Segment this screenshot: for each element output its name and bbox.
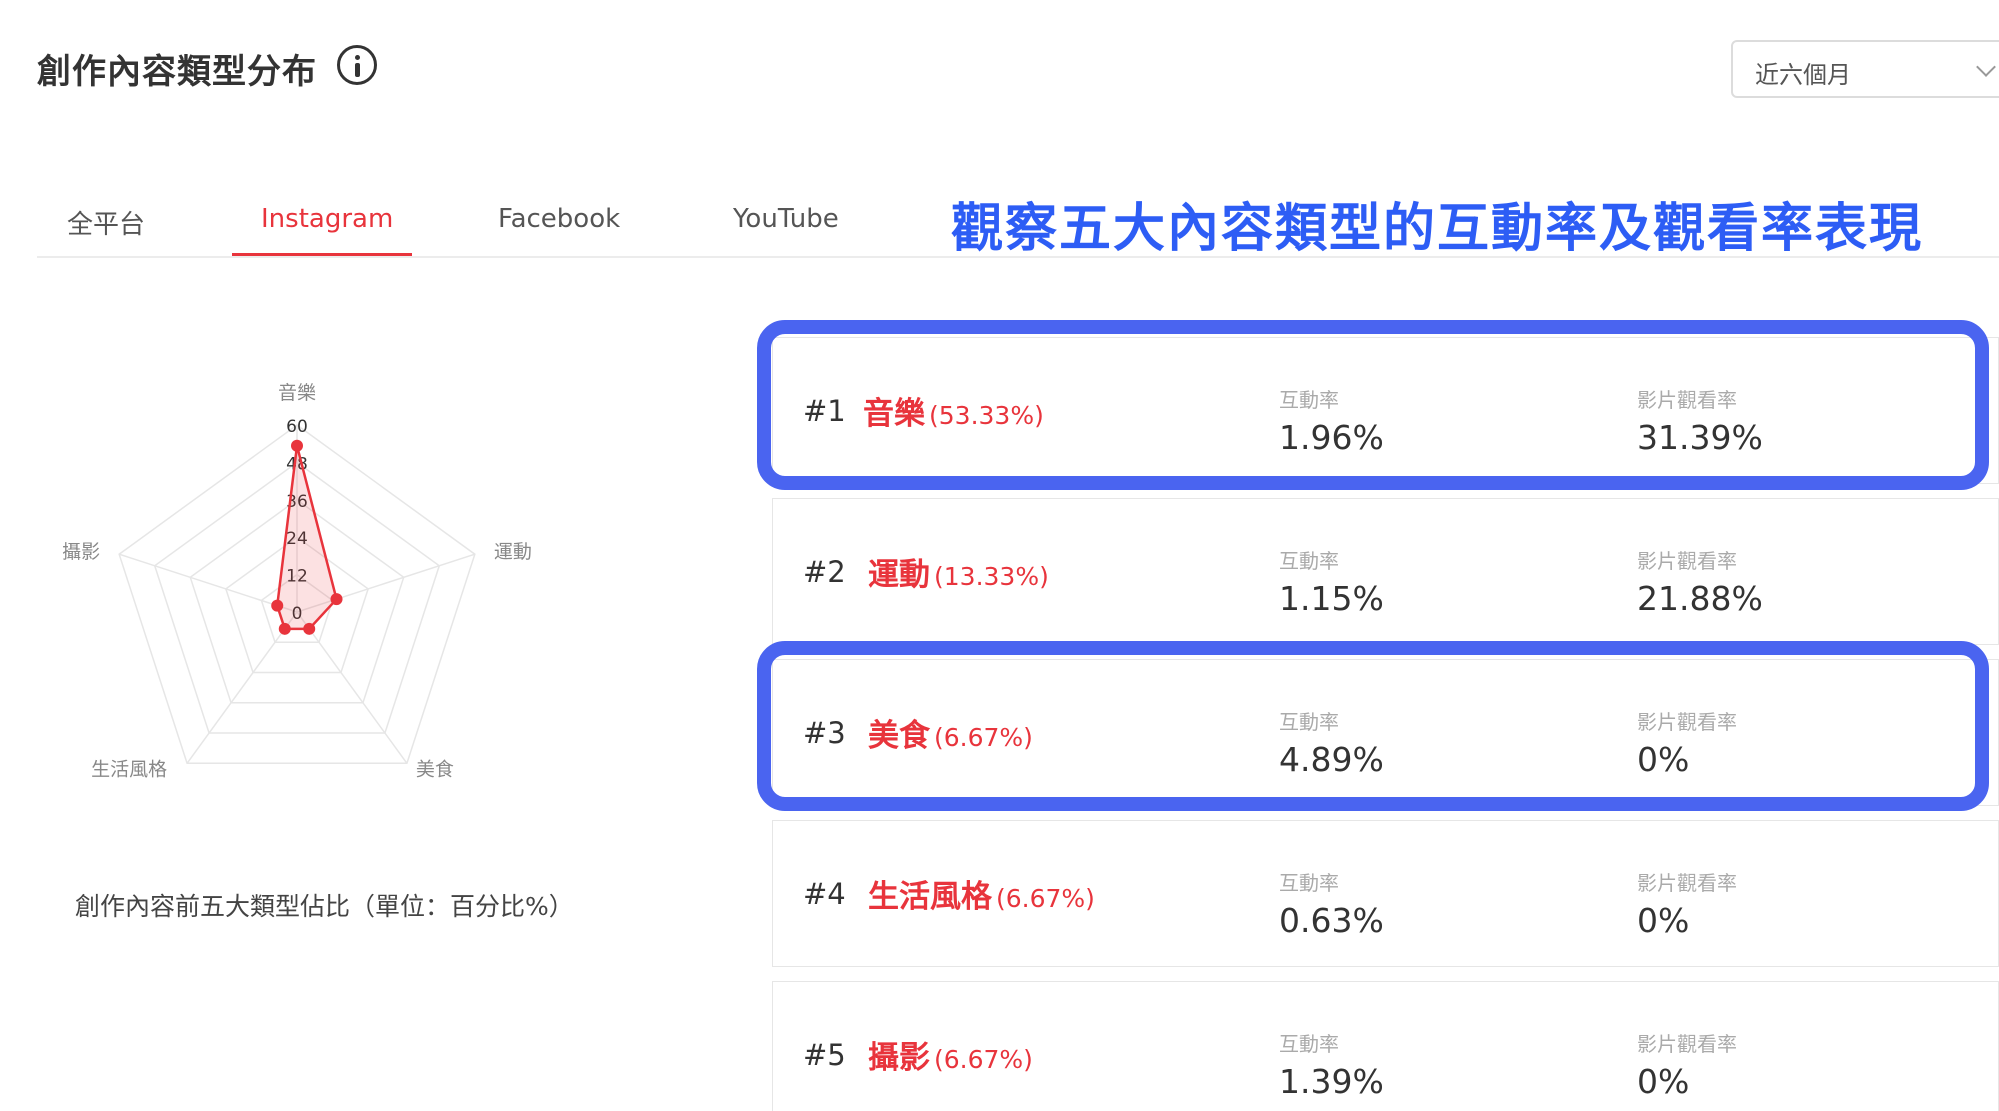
category-name: 攝影 (6.67%) bbox=[868, 1032, 1033, 1077]
category-name: 生活風格 (6.67%) bbox=[868, 871, 1095, 916]
view-rate-value: 0% bbox=[1637, 901, 1690, 940]
category-card: #3 美食 (6.67%) 互動率 4.89% 影片觀看率 0% bbox=[772, 659, 1999, 806]
category-label: 音樂 bbox=[863, 396, 925, 432]
category-rank: #1 bbox=[803, 394, 846, 428]
view-rate-label: 影片觀看率 bbox=[1637, 549, 1737, 573]
category-card: #4 生活風格 (6.67%) 互動率 0.63% 影片觀看率 0% bbox=[772, 820, 1999, 967]
radar-spoke bbox=[296, 553, 476, 613]
category-share: (6.67%) bbox=[934, 1045, 1033, 1074]
tabs-divider bbox=[37, 256, 1999, 258]
highlight-box-music bbox=[757, 320, 1989, 490]
chevron-down-icon bbox=[1976, 57, 1996, 77]
radar-series-area bbox=[275, 445, 338, 631]
radar-axis-label: 攝影 bbox=[62, 541, 100, 563]
tab-instagram[interactable]: Instagram bbox=[261, 204, 394, 234]
category-name: 美食 (6.67%) bbox=[868, 710, 1033, 755]
engagement-value: 1.96% bbox=[1279, 418, 1384, 457]
tab-youtube[interactable]: YouTube bbox=[733, 204, 839, 234]
radar-tick-label: 24 bbox=[286, 529, 308, 549]
radar-grid-ring bbox=[153, 461, 441, 734]
engagement-label: 互動率 bbox=[1279, 710, 1339, 734]
info-icon[interactable] bbox=[337, 45, 377, 85]
category-rank: #3 bbox=[803, 716, 846, 750]
category-label: 攝影 bbox=[868, 1040, 930, 1076]
radar-spoke bbox=[186, 611, 298, 764]
view-rate-label: 影片觀看率 bbox=[1637, 388, 1737, 412]
radar-grid-ring bbox=[189, 498, 405, 704]
radar-axis-label: 美食 bbox=[416, 758, 454, 780]
radar-spoke bbox=[296, 611, 408, 764]
category-card: #2 運動 (13.33%) 互動率 1.15% 影片觀看率 21.88% bbox=[772, 498, 1999, 645]
highlight-box-food bbox=[757, 641, 1989, 811]
engagement-label: 互動率 bbox=[1279, 871, 1339, 895]
radar-spoke bbox=[118, 553, 298, 613]
view-rate-label: 影片觀看率 bbox=[1637, 710, 1737, 734]
engagement-label: 互動率 bbox=[1279, 549, 1339, 573]
category-share: (6.67%) bbox=[996, 884, 1095, 913]
radar-data-point bbox=[303, 622, 316, 635]
category-share: (13.33%) bbox=[934, 562, 1049, 591]
category-rank: #5 bbox=[803, 1038, 846, 1072]
radar-data-point bbox=[291, 439, 303, 452]
radar-data-point bbox=[330, 593, 343, 606]
category-card: #5 攝影 (6.67%) 互動率 1.39% 影片觀看率 0% bbox=[772, 981, 1999, 1111]
radar-grid-ring bbox=[224, 536, 370, 674]
period-select[interactable]: 近六個月 bbox=[1731, 40, 1999, 98]
category-rank: #4 bbox=[803, 877, 846, 911]
engagement-value: 0.63% bbox=[1279, 901, 1384, 940]
view-rate-value: 31.39% bbox=[1637, 418, 1763, 457]
category-name: 運動 (13.33%) bbox=[868, 549, 1049, 594]
category-label: 美食 bbox=[868, 718, 930, 754]
tab-all-platforms[interactable]: 全平台 bbox=[67, 210, 146, 240]
tab-facebook[interactable]: Facebook bbox=[498, 204, 621, 234]
category-card: #1 音樂 (53.33%) 互動率 1.96% 影片觀看率 31.39% bbox=[772, 337, 1999, 484]
radar-tick-label: 60 bbox=[286, 417, 308, 437]
view-rate-label: 影片觀看率 bbox=[1637, 1032, 1737, 1056]
radar-data-point bbox=[278, 622, 291, 635]
category-share: (6.67%) bbox=[934, 723, 1033, 752]
radar-chart: 音樂運動美食生活風格攝影01224364860 bbox=[62, 382, 532, 780]
active-tab-indicator bbox=[232, 253, 412, 257]
engagement-value: 1.15% bbox=[1279, 579, 1384, 618]
radar-grid-ring bbox=[260, 573, 334, 644]
view-rate-value: 0% bbox=[1637, 1062, 1690, 1101]
view-rate-value: 21.88% bbox=[1637, 579, 1763, 618]
radar-data-point bbox=[271, 599, 284, 612]
period-select-value: 近六個月 bbox=[1755, 61, 1851, 89]
category-label: 生活風格 bbox=[868, 879, 992, 915]
radar-caption: 創作內容前五大類型佔比（單位：百分比%） bbox=[75, 892, 574, 921]
engagement-label: 互動率 bbox=[1279, 1032, 1339, 1056]
radar-tick-label: 0 bbox=[292, 604, 303, 624]
page-title: 創作內容類型分布 bbox=[37, 52, 317, 92]
radar-tick-label: 12 bbox=[286, 567, 308, 587]
category-share: (53.33%) bbox=[929, 401, 1044, 430]
category-rank: #2 bbox=[803, 555, 846, 589]
radar-axis-label: 音樂 bbox=[278, 382, 316, 404]
radar-axis-label: 生活風格 bbox=[91, 758, 167, 780]
category-name: 音樂 (53.33%) bbox=[863, 388, 1044, 433]
radar-grid-ring bbox=[118, 424, 476, 765]
engagement-value: 4.89% bbox=[1279, 740, 1384, 779]
engagement-value: 1.39% bbox=[1279, 1062, 1384, 1101]
headline-annotation: 觀察五大內容類型的互動率及觀看率表現 bbox=[951, 199, 1924, 259]
engagement-label: 互動率 bbox=[1279, 388, 1339, 412]
category-label: 運動 bbox=[868, 557, 930, 593]
radar-axis-label: 運動 bbox=[494, 541, 532, 563]
view-rate-label: 影片觀看率 bbox=[1637, 871, 1737, 895]
view-rate-value: 0% bbox=[1637, 740, 1690, 779]
